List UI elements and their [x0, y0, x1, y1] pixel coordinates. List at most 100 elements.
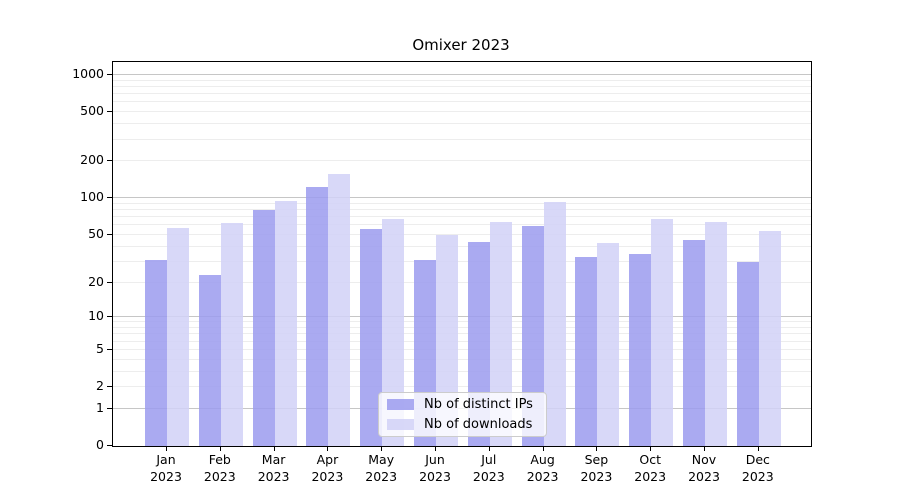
x-tick-mark: [596, 446, 598, 451]
gridline-minor: [113, 321, 811, 323]
gridline-minor: [113, 327, 811, 328]
gridline-minor: [113, 138, 811, 140]
y-tick-mark: [107, 74, 112, 75]
bar-ips-9: [575, 256, 598, 446]
y-tick-label: 50: [88, 225, 104, 241]
bar-ips-11: [683, 240, 705, 446]
x-tick-label: Jun 2023: [419, 452, 451, 484]
x-tick-mark: [166, 446, 167, 451]
x-tick-label: Dec 2023: [741, 452, 774, 484]
gridline-minor: [113, 370, 811, 372]
y-tick-label: 1000: [72, 66, 104, 81]
gridline-minor: [113, 245, 811, 247]
bar-downloads-4: [328, 174, 351, 446]
gridline-minor: [113, 386, 811, 387]
gridline-minor: [113, 209, 811, 210]
gridline-minor: [113, 123, 811, 125]
gridline-minor: [113, 101, 811, 103]
y-tick-mark: [107, 197, 112, 199]
y-tick-mark: [107, 407, 112, 409]
gridline-minor: [113, 358, 811, 360]
x-tick-mark: [273, 446, 275, 451]
bar-downloads-10: [651, 218, 674, 446]
bar-downloads-5: [382, 219, 405, 446]
gridline-minor: [113, 233, 811, 235]
y-tick-mark: [107, 233, 112, 235]
gridline-minor: [113, 93, 811, 95]
y-tick-label: 500: [80, 103, 104, 119]
chart-title: Omixer 2023: [412, 36, 510, 54]
legend-label-distinct-ips: Nb of distinct IPs: [424, 397, 533, 412]
gridline-minor: [113, 260, 811, 262]
x-tick-mark: [704, 446, 705, 451]
bar-ips-3: [252, 210, 275, 446]
y-tick-label: 200: [80, 152, 104, 168]
bar-ips-2: [198, 275, 221, 446]
bar-downloads-9: [597, 242, 620, 446]
x-tick-mark: [327, 446, 329, 451]
y-tick-mark: [107, 386, 112, 387]
gridline-minor: [113, 224, 811, 226]
bar-downloads-11: [705, 221, 727, 446]
x-tick-label: Oct 2023: [634, 452, 667, 484]
x-tick-label: Nov 2023: [688, 452, 720, 484]
y-tick-label: 5: [96, 340, 104, 356]
gridline-minor: [113, 79, 811, 81]
gridline-minor: [113, 216, 811, 218]
x-tick-mark: [435, 446, 436, 451]
gridline-minor: [113, 111, 811, 113]
bar-ips-8: [521, 226, 544, 446]
gridline-minor: [113, 86, 811, 87]
bar-ips-10: [629, 253, 652, 446]
y-tick-label: 0: [96, 437, 104, 452]
bar-downloads-3: [274, 200, 297, 446]
bar-downloads-2: [220, 222, 243, 446]
legend: Nb of distinct IPs Nb of downloads: [378, 392, 547, 437]
y-tick-label: 1: [96, 399, 104, 415]
x-tick-mark: [542, 446, 544, 451]
x-tick-label: Sep 2023: [580, 452, 613, 484]
bar-downloads-1: [167, 228, 189, 446]
gridline-minor: [113, 281, 811, 283]
x-tick-label: Mar 2023: [257, 452, 290, 484]
legend-row-downloads: Nb of downloads: [387, 416, 538, 433]
y-tick-mark: [107, 281, 112, 283]
y-tick-label: 20: [88, 273, 104, 289]
y-tick-mark: [107, 316, 112, 318]
x-tick-label: Apr 2023: [311, 452, 344, 484]
plot-area: [112, 61, 812, 447]
legend-label-downloads: Nb of downloads: [424, 417, 533, 432]
x-tick-mark: [650, 446, 652, 451]
x-tick-mark: [488, 446, 490, 451]
bar-ips-1: [145, 259, 167, 446]
legend-swatch-distinct-ips: [387, 399, 414, 410]
y-tick-label: 2: [96, 378, 104, 393]
bar-downloads-7: [489, 221, 512, 446]
bar-ips-5: [360, 228, 383, 446]
legend-swatch-downloads: [387, 419, 414, 430]
y-tick-label: 100: [80, 189, 104, 205]
gridline-major: [113, 197, 811, 199]
x-tick-label: May 2023: [365, 452, 398, 484]
y-tick-mark: [107, 160, 112, 162]
x-tick-mark: [219, 446, 221, 451]
y-tick-mark: [107, 348, 112, 350]
gridline-minor: [113, 333, 811, 335]
y-tick-label: 10: [88, 308, 104, 324]
y-tick-mark: [107, 111, 112, 113]
bar-downloads-12: [758, 230, 781, 446]
bar-ips-12: [736, 261, 759, 446]
x-tick-label: Feb 2023: [203, 452, 236, 484]
gridline-minor: [113, 160, 811, 162]
gridline-major: [113, 316, 811, 318]
gridline-minor: [113, 202, 811, 204]
y-tick-mark: [107, 445, 112, 446]
gridline-minor: [113, 348, 811, 350]
bar-downloads-8: [543, 202, 566, 446]
gridline-minor: [113, 340, 811, 342]
x-tick-mark: [381, 446, 383, 451]
x-tick-label: Aug 2023: [526, 452, 559, 484]
x-tick-label: Jul 2023: [472, 452, 505, 484]
x-tick-mark: [757, 446, 759, 451]
